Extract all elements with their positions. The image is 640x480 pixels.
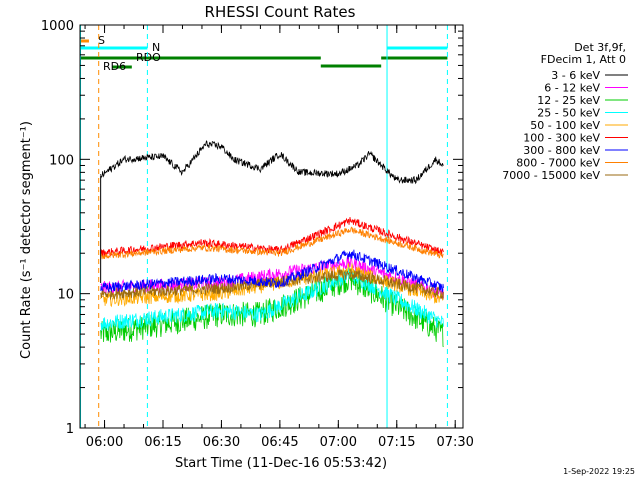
y-axis-label: Count Rate (s⁻¹ detector segment⁻¹) xyxy=(19,121,34,359)
footer-timestamp: 1-Sep-2022 19:25 xyxy=(563,467,635,476)
legend-label-7: 800 - 7000 keV xyxy=(516,157,600,170)
axes: 1 10 100 1000 06:00 06:15 06:30 06:45 07:00 07:15… xyxy=(41,19,474,450)
legend-header-0: Det 3f,9f, xyxy=(574,41,626,54)
y-tick-label-0: 1 xyxy=(66,422,74,437)
legend-label-2: 12 - 25 keV xyxy=(537,94,600,107)
series-0 xyxy=(100,140,444,185)
y-tick-label-2: 100 xyxy=(49,153,74,168)
series-5 xyxy=(100,217,444,257)
series-7 xyxy=(100,226,444,260)
x-tick-label-1: 06:15 xyxy=(144,435,181,450)
y-tick-label-1: 10 xyxy=(57,288,74,303)
flag-label-n: N xyxy=(152,41,160,54)
legend-label-6: 300 - 800 keV xyxy=(523,144,600,157)
y-tick-label-3: 1000 xyxy=(41,19,74,34)
legend-label-8: 7000 - 15000 keV xyxy=(502,169,600,182)
data-series xyxy=(100,140,444,348)
x-tick-label-6: 07:30 xyxy=(436,435,473,450)
x-tick-label-3: 06:45 xyxy=(261,435,298,450)
chart-title: RHESSI Count Rates xyxy=(205,3,356,21)
flag-label-rd6: RD6 xyxy=(103,60,126,73)
plot-frame xyxy=(79,24,464,429)
legend-label-1: 6 - 12 keV xyxy=(544,82,600,95)
series-1 xyxy=(100,255,444,299)
legend-header-1: FDecim 1, Att 0 xyxy=(541,53,626,66)
series-6 xyxy=(100,249,444,293)
x-tick-label-4: 07:00 xyxy=(320,435,357,450)
x-tick-label-0: 06:00 xyxy=(86,435,123,450)
flag-label-s: S xyxy=(98,34,105,47)
legend-label-0: 3 - 6 keV xyxy=(551,69,600,82)
legend-label-5: 100 - 300 keV xyxy=(523,132,600,145)
x-axis-label: Start Time (11-Dec-16 05:53:42) xyxy=(175,456,387,471)
flag-label-rdo: RDO xyxy=(136,51,161,64)
x-tick-label-2: 06:30 xyxy=(203,435,240,450)
vertical-markers xyxy=(80,25,448,428)
legend-label-3: 25 - 50 keV xyxy=(537,107,600,120)
legend-label-4: 50 - 100 keV xyxy=(530,119,600,132)
x-tick-label-5: 07:15 xyxy=(378,435,415,450)
